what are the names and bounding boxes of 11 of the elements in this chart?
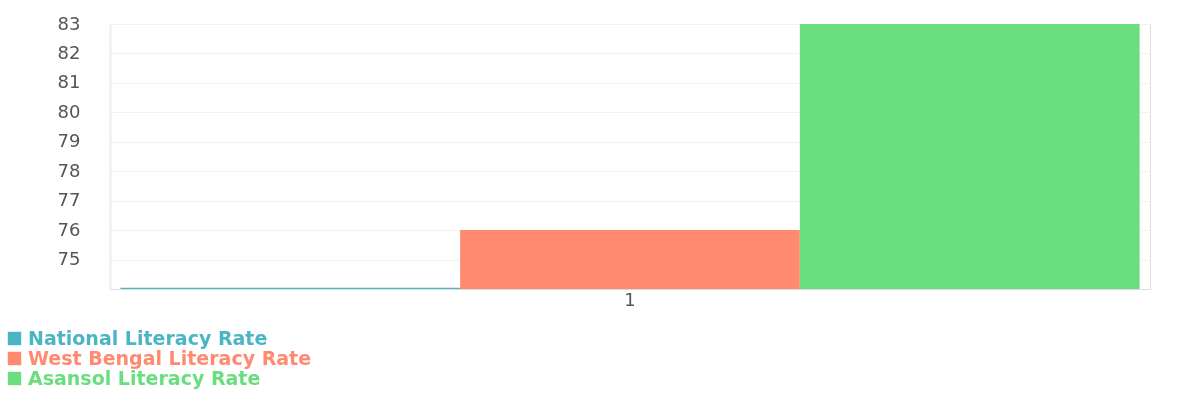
y-tick-label: 80: [57, 100, 81, 122]
y-tick-label: 77: [57, 189, 81, 211]
y-tick-label: 82: [57, 41, 81, 63]
y-tick-label: 78: [57, 159, 81, 181]
y-tick-label: 76: [57, 218, 81, 240]
y-tick-label: 75: [57, 248, 81, 270]
y-tick-label: 81: [57, 71, 81, 93]
legend-label: National Literacy Rate: [28, 326, 268, 349]
y-tick-label: 83: [57, 12, 81, 34]
y-tick-label: 79: [57, 130, 81, 152]
x-tick-label: 1: [624, 288, 636, 310]
